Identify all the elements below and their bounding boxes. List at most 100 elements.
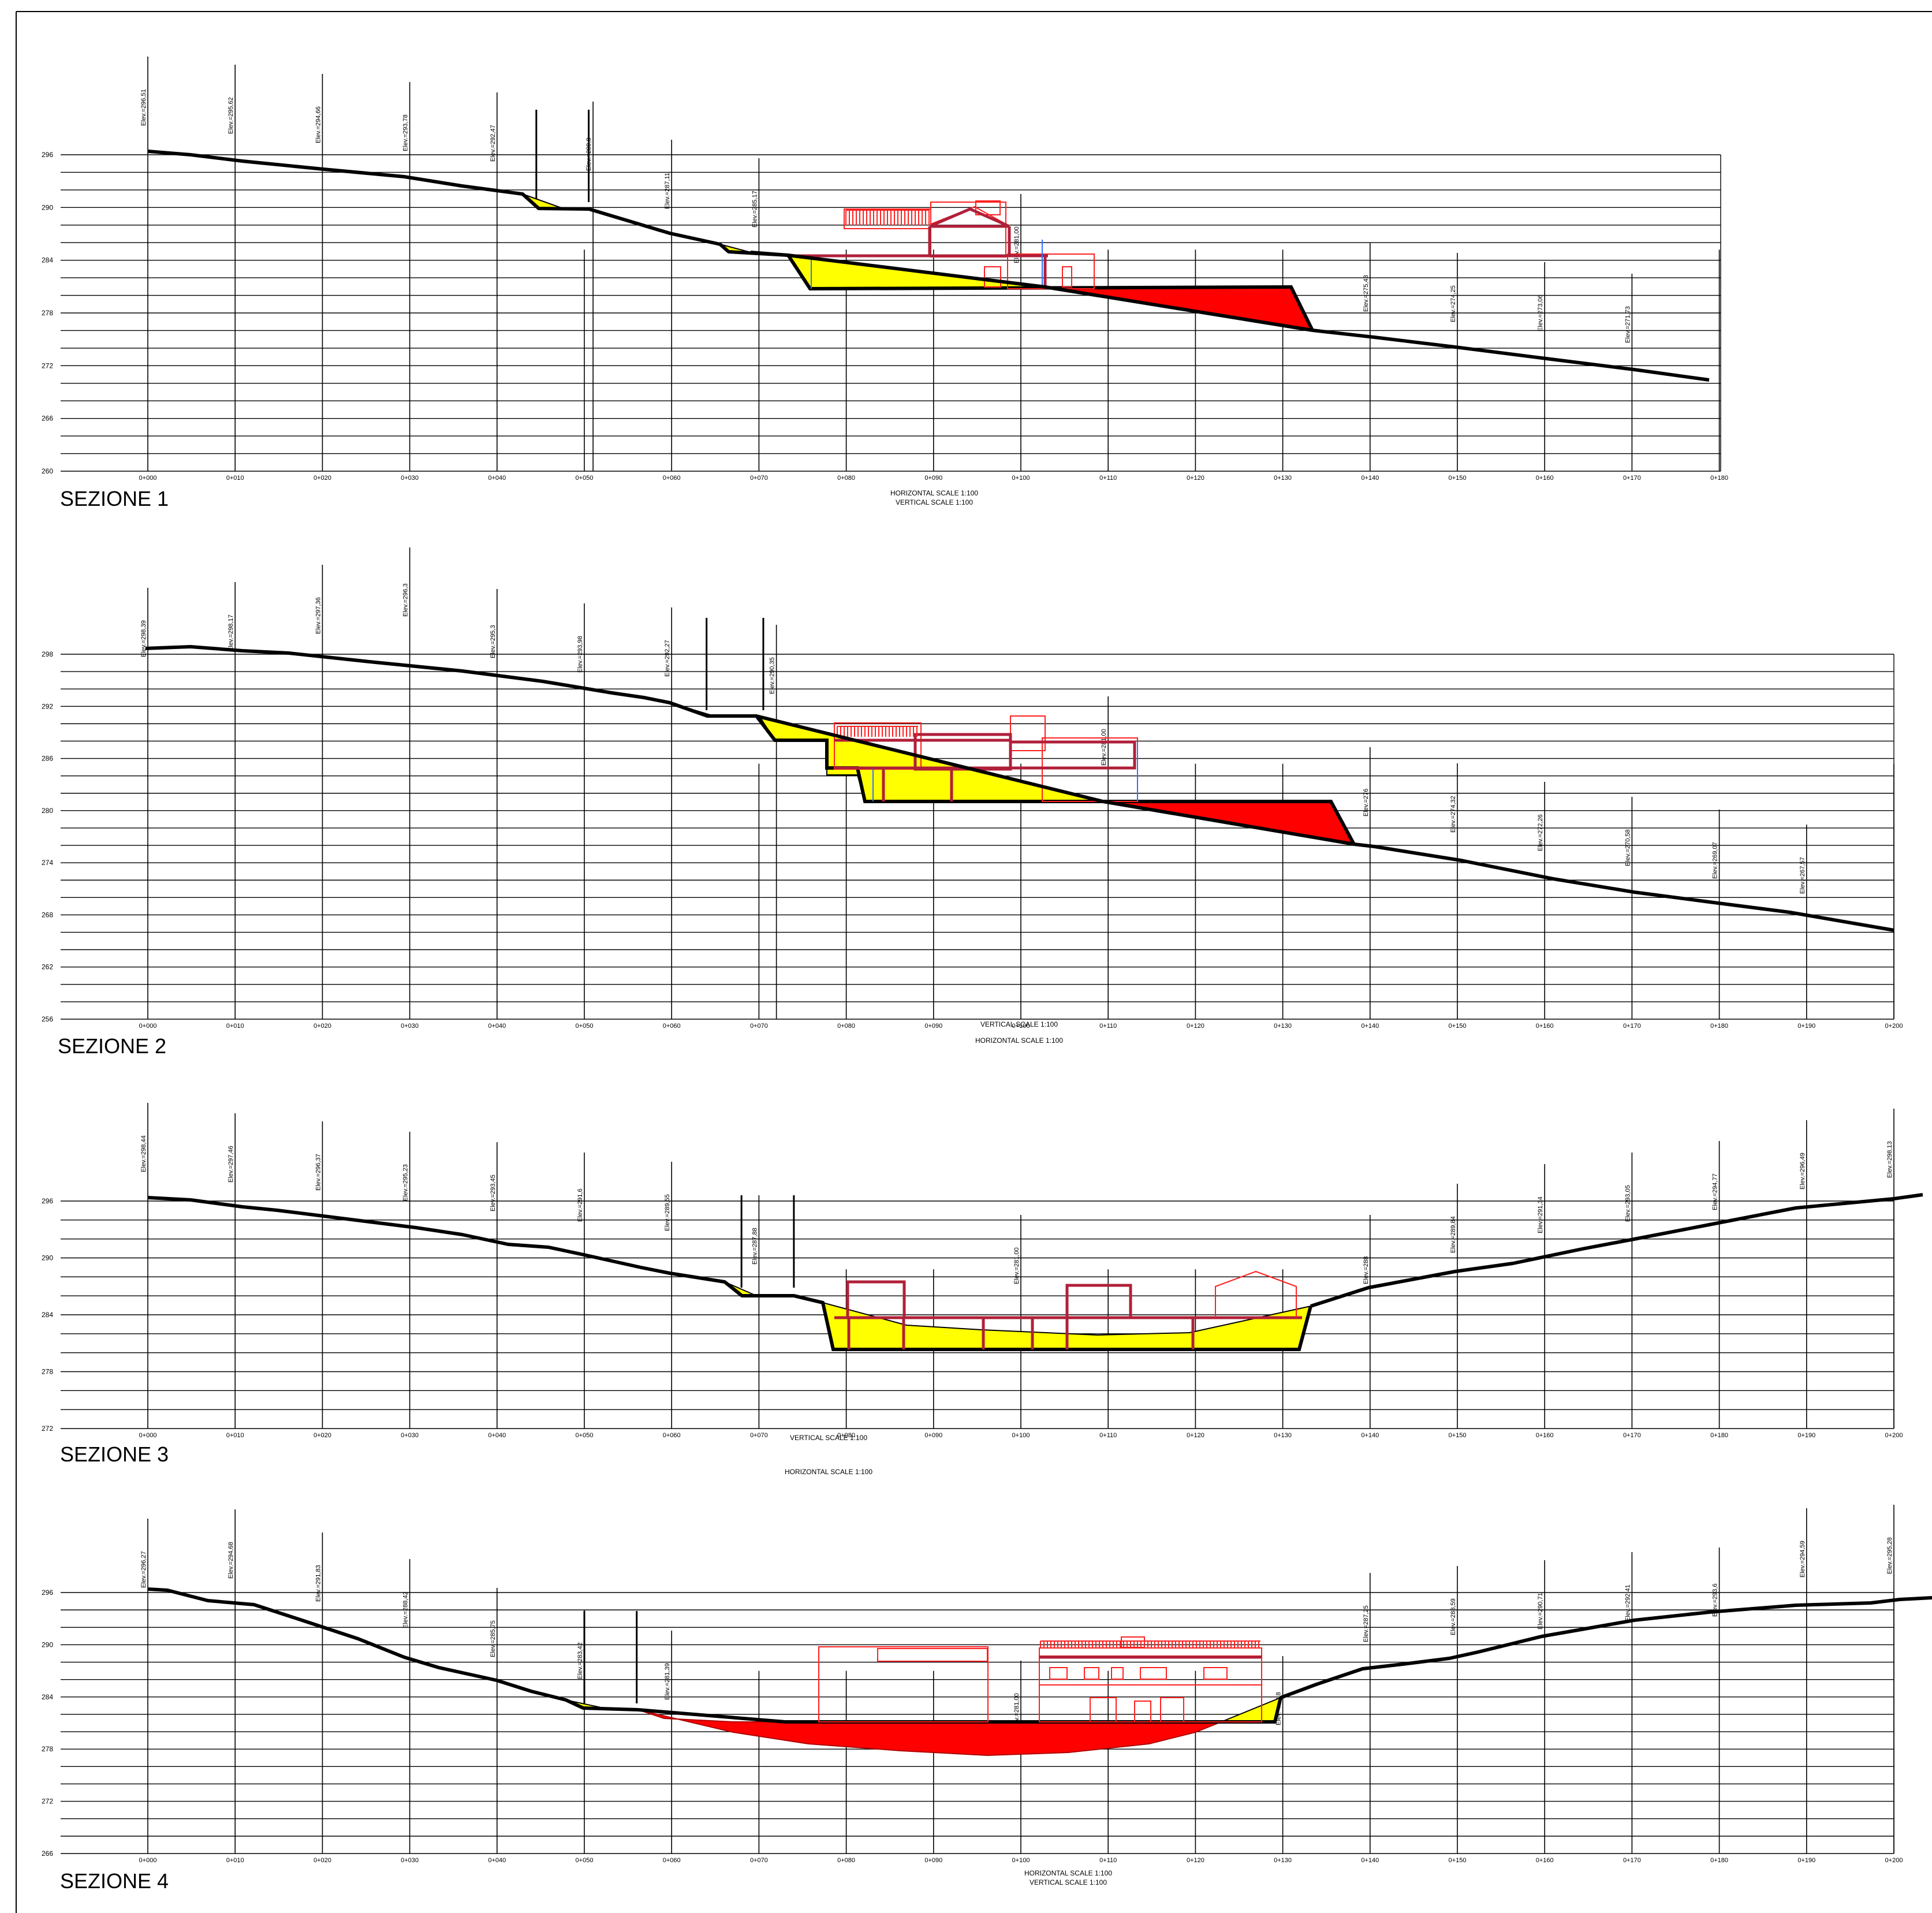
elevation-callout: Elev.=298,39 (140, 620, 147, 657)
elevation-callout: Elev.=275,43 (1363, 275, 1370, 312)
elevation-axis-label: 256 (42, 1015, 53, 1023)
railing (845, 210, 930, 225)
station-label: 0+130 (1274, 1432, 1292, 1439)
elevation-callout: Elev.=292,27 (664, 640, 671, 677)
elevation-callout: Elev.=292,47 (490, 125, 497, 162)
section-4-station-lines: 0+000 0+010 0+020 0+030 0+040 0+050 0+060 0+070… (139, 1505, 1903, 1864)
station-label: 0+010 (226, 1023, 244, 1030)
station-label: 0+030 (401, 1023, 419, 1030)
station-label: 0+090 (924, 475, 942, 482)
elevation-axis-label: 260 (42, 467, 53, 475)
window (1203, 1667, 1228, 1680)
station-label: 0+030 (401, 475, 419, 482)
excavation-outline (637, 1697, 1282, 1724)
station-label: 0+110 (1099, 1432, 1117, 1439)
station-label: 0+180 (1710, 1432, 1728, 1439)
elevation-axis-label: 272 (42, 361, 53, 370)
elevation-axis-label: 278 (42, 309, 53, 317)
elevation-axis-label: 278 (42, 1368, 53, 1376)
station-label: 0+100 (1012, 475, 1030, 482)
station-label: 0+050 (576, 1023, 594, 1030)
door-outline (984, 266, 1001, 288)
elevation-axis-label: 298 (42, 650, 53, 658)
elevation-axis-label: 268 (42, 911, 53, 919)
station-label: 0+160 (1536, 1857, 1554, 1864)
station-label: 0+140 (1361, 475, 1379, 482)
station-label: 0+170 (1623, 1857, 1641, 1864)
door-outline (1062, 266, 1072, 288)
station-label: 0+140 (1361, 1432, 1379, 1439)
elevation-callout: Elev.=289,55 (664, 1194, 671, 1231)
station-label: 0+110 (1099, 475, 1117, 482)
elevation-callout: Elev.=293,98 (577, 636, 584, 673)
elevation-axis-label: 266 (42, 415, 53, 423)
station-label: 0+050 (576, 475, 594, 482)
elevation-callout: Elev.=298,13 (1886, 1141, 1893, 1178)
elevation-axis-label: 290 (42, 203, 53, 211)
station-label: 0+130 (1274, 1857, 1292, 1864)
elevation-callout: Elev.=288,59 (1450, 1598, 1457, 1635)
station-label: 0+010 (226, 1432, 244, 1439)
elevation-axis-label: 292 (42, 702, 53, 710)
elevation-callout: Elev.=294,77 (1712, 1173, 1719, 1210)
elevation-axis-label: 280 (42, 807, 53, 815)
elevation-axis-label: 296 (42, 1197, 53, 1205)
elevation-axis-label: 262 (42, 963, 53, 971)
station-label: 0+060 (663, 1857, 681, 1864)
station-label: 0+050 (576, 1432, 594, 1439)
station-label: 0+130 (1274, 475, 1292, 482)
elevation-callout: Elev.=294,59 (1799, 1541, 1806, 1578)
section-2: 298 292 286 280 274 268 262 256 0+000 0+010 0+020… (42, 547, 1903, 1058)
elevation-callout: Elev.=281,00 (1013, 226, 1020, 263)
station-label: 0+020 (314, 1023, 331, 1030)
station-label: 0+060 (663, 475, 681, 482)
elevation-callout: Elev.=274,25 (1450, 285, 1457, 322)
station-label: 0+030 (401, 1857, 419, 1864)
elevation-callout: Elev.=273,06 (1537, 294, 1544, 331)
elevation-callout: Elev.=297,36 (315, 597, 322, 634)
station-label: 0+180 (1710, 475, 1728, 482)
station-label: 0+090 (924, 1023, 942, 1030)
building-outline (975, 200, 1001, 215)
elevation-callout: Elev.=296,51 (140, 89, 147, 126)
elevation-callout: Elev.=269,07 (1712, 842, 1719, 879)
elevation-axis-label: 272 (42, 1425, 53, 1433)
station-label: 0+200 (1885, 1432, 1903, 1439)
section-title: SEZIONE 1 (60, 487, 169, 510)
roof (929, 207, 1010, 228)
elevation-callout: Elev.=296,3 (402, 583, 409, 617)
elevation-callout: Elev.=294,66 (315, 106, 322, 143)
elevation-axis-label: 290 (42, 1640, 53, 1649)
station-label: 0+140 (1361, 1023, 1379, 1030)
window (1140, 1667, 1167, 1680)
elevation-callout: Elev.=295,3 (490, 625, 497, 658)
station-label: 0+040 (488, 1857, 506, 1864)
structure-frame (1009, 740, 1136, 770)
horizontal-scale-label: HORIZONTAL SCALE 1:100 (890, 489, 978, 497)
section-title: SEZIONE 4 (60, 1869, 169, 1893)
station-label: 0+000 (139, 1857, 157, 1864)
station-label: 0+040 (488, 1023, 506, 1030)
station-label: 0+120 (1187, 1857, 1204, 1864)
building-section (834, 715, 1138, 802)
station-label: 0+090 (924, 1857, 942, 1864)
station-label: 0+120 (1187, 475, 1204, 482)
elevation-callout: Elev.=272,26 (1537, 814, 1544, 851)
station-label: 0+140 (1361, 1857, 1379, 1864)
section-3: 296 290 284 278 272 0+000 0+010 0+020 0+030 0+04… (42, 1103, 1923, 1476)
elevation-callout: Elev.=292,41 (1624, 1584, 1631, 1621)
station-label: 0+150 (1449, 1023, 1467, 1030)
station-label: 0+070 (750, 475, 768, 482)
station-label: 0+150 (1449, 475, 1467, 482)
station-label: 0+120 (1187, 1432, 1204, 1439)
station-label: 0+190 (1797, 1432, 1815, 1439)
station-label: 0+110 (1099, 1023, 1117, 1030)
station-label: 0+080 (837, 475, 855, 482)
window (1084, 1667, 1099, 1680)
elevation-axis-label: 286 (42, 755, 53, 763)
elevation-callout: Elev.=298,17 (227, 614, 234, 651)
ground-profile (147, 1587, 1932, 1711)
elevation-callout: Elev.=298,44 (140, 1135, 147, 1172)
elevation-axis-label: 284 (42, 1693, 53, 1701)
